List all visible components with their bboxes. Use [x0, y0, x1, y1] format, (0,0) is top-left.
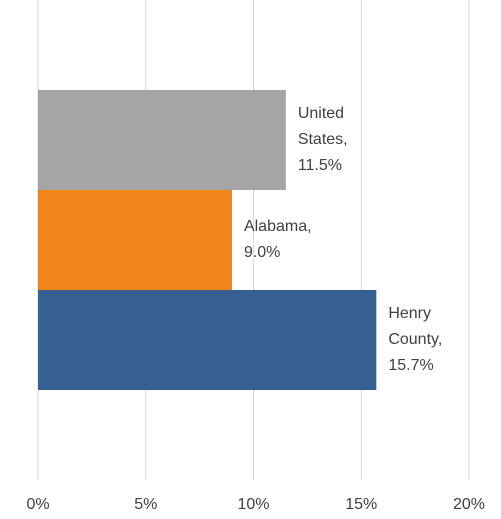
data-label: Alabama, 9.0% [244, 218, 312, 261]
x-tick-label: 5% [134, 496, 157, 513]
bar [38, 90, 286, 190]
x-tick-label: 15% [345, 496, 377, 513]
bar [38, 190, 232, 290]
x-tick-label: 0% [26, 496, 49, 513]
data-label: Henry County, 15.7% [388, 305, 442, 374]
data-label: United States, 11.5% [298, 105, 348, 174]
x-tick-label: 10% [237, 496, 269, 513]
x-tick-label: 20% [453, 496, 485, 513]
bar [38, 290, 377, 390]
